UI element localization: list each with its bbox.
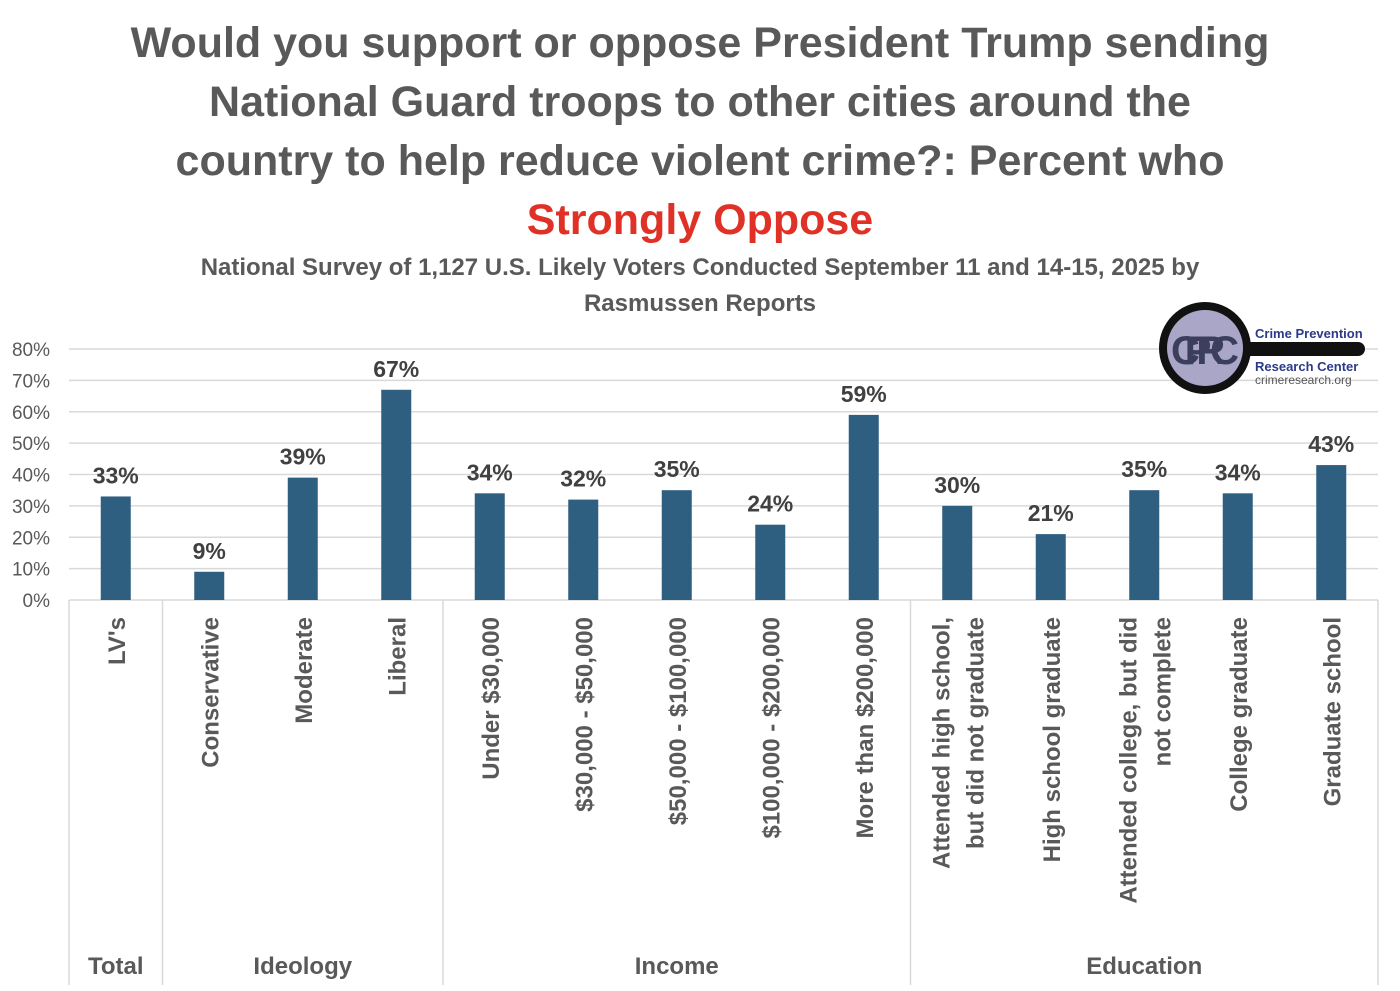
y-tick-label: 20% [12, 528, 50, 549]
chart-title: Would you support or oppose President Tr… [0, 14, 1400, 250]
bar [1129, 490, 1160, 600]
data-label: 43% [1308, 431, 1354, 457]
title-line: country to help reduce violent crime?: P… [175, 137, 1225, 185]
category-label: High school graduate [1039, 617, 1066, 862]
bar [1035, 534, 1066, 600]
svg-text:crimeresearch.org: crimeresearch.org [1255, 373, 1352, 387]
y-tick-label: 70% [12, 371, 50, 392]
bar [287, 477, 318, 600]
title-line: Would you support or oppose President Tr… [130, 19, 1270, 67]
y-tick-label: 10% [12, 560, 50, 581]
group-label: Ideology [253, 953, 352, 980]
bar [755, 524, 786, 600]
chart-subtitle: National Survey of 1,127 U.S. Likely Vot… [0, 250, 1400, 322]
y-tick-label: 30% [12, 497, 50, 518]
y-tick-label: 40% [12, 466, 50, 487]
category-label: Under $30,000 [478, 617, 505, 780]
bar [1316, 465, 1347, 600]
y-tick-label: 60% [12, 403, 50, 424]
group-label: Total [88, 953, 144, 980]
data-label: 21% [1028, 500, 1074, 526]
category-label: Conservative [197, 617, 224, 768]
bar [194, 571, 225, 600]
category-label: Attended high school, [928, 617, 955, 869]
title-line: National Guard troops to other cities ar… [209, 78, 1191, 126]
category-label: $100,000 - $200,000 [758, 617, 785, 839]
svg-text:Research Center: Research Center [1255, 359, 1358, 374]
data-label: 34% [467, 459, 513, 485]
data-label: 30% [934, 472, 980, 498]
cprc-logo: CPRC Crime Prevention Research Center cr… [1159, 302, 1365, 394]
data-label: 33% [93, 462, 139, 488]
bar [474, 493, 505, 600]
category-label: not complete [1149, 617, 1176, 766]
bar [381, 389, 412, 600]
category-label: Moderate [291, 617, 318, 724]
subtitle-line: National Survey of 1,127 U.S. Likely Vot… [200, 254, 1200, 281]
data-label: 34% [1215, 459, 1261, 485]
category-label: College graduate [1226, 617, 1253, 812]
category-label: Liberal [384, 617, 411, 696]
group-label: Income [635, 953, 719, 980]
y-tick-label: 0% [23, 591, 51, 612]
category-label: LV's [104, 617, 131, 665]
bar [100, 496, 131, 600]
y-tick-label: 80% [12, 340, 50, 361]
category-label: Attended college, but did [1115, 617, 1142, 904]
category-label: $30,000 - $50,000 [571, 617, 598, 812]
title-highlight: Strongly Oppose [526, 196, 874, 244]
data-label: 59% [841, 381, 887, 407]
data-label: 35% [1121, 456, 1167, 482]
data-label: 24% [747, 491, 793, 517]
data-label: 32% [560, 466, 606, 492]
category-label: More than $200,000 [852, 617, 879, 838]
data-label: 35% [654, 456, 700, 482]
category-label: Graduate school [1319, 617, 1346, 806]
bar [848, 414, 879, 600]
group-label: Education [1086, 953, 1202, 980]
category-label: $50,000 - $100,000 [665, 617, 692, 825]
y-tick-label: 50% [12, 434, 50, 455]
svg-text:Crime Prevention: Crime Prevention [1255, 326, 1363, 341]
data-label: 67% [373, 356, 419, 382]
category-label: but did not graduate [962, 617, 989, 849]
bar [1222, 493, 1253, 600]
data-label: 39% [280, 444, 326, 470]
subtitle-line: Rasmussen Reports [583, 290, 817, 317]
bar [568, 499, 599, 600]
bar [661, 490, 692, 600]
data-label: 9% [193, 538, 226, 564]
bar [942, 505, 973, 600]
svg-text:CPRC: CPRC [1171, 329, 1239, 373]
